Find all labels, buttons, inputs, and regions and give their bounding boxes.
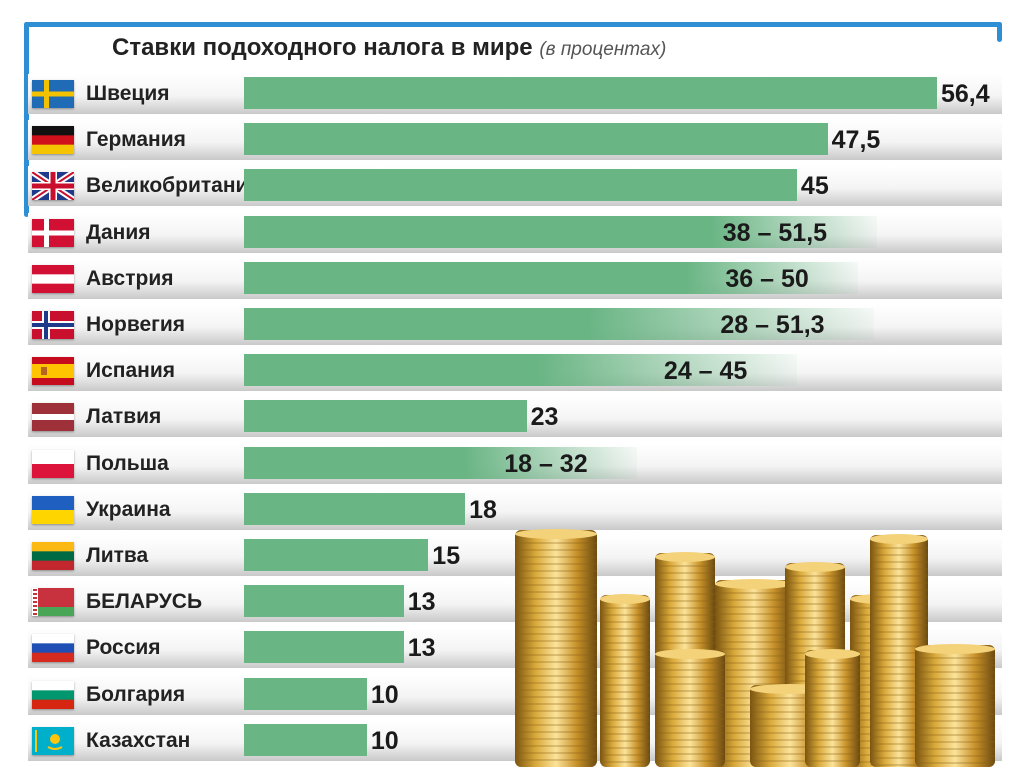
kazakhstan-flag-icon <box>32 726 74 755</box>
bar-германия <box>244 123 828 156</box>
belarus-flag-icon <box>32 588 74 617</box>
uk-flag-icon <box>32 172 74 201</box>
value-label: 10 <box>370 680 399 709</box>
country-label: Великобритания <box>86 174 261 198</box>
austria-flag-icon <box>32 264 74 293</box>
country-label: Россия <box>86 636 161 660</box>
value-label: 28 – 51,3 <box>720 311 825 339</box>
value-label: 47,5 <box>831 126 881 155</box>
gold-coins-image <box>515 529 995 767</box>
value-label: 24 – 45 <box>663 357 748 386</box>
value-label: 18 – 32 <box>504 449 588 478</box>
bar-range-дания <box>710 215 877 248</box>
coin-stack <box>655 650 725 767</box>
bar-range-испания <box>538 354 797 387</box>
poland-flag-icon <box>32 449 74 478</box>
value-label: 23 <box>530 403 559 432</box>
bar-швеция <box>244 77 937 109</box>
sweden-flag-icon <box>32 80 74 108</box>
ukraine-flag-icon <box>32 495 74 524</box>
chart-row: Великобритания 45 <box>28 166 1002 207</box>
chart-row: Дания 38 – 51,5 <box>28 212 1002 253</box>
coin-stack <box>915 645 995 767</box>
chart-row: Испания 24 – 45 <box>28 351 1002 392</box>
bar-range-польша <box>465 446 638 479</box>
denmark-flag-icon <box>32 218 74 247</box>
chart-row: Швеция 56,4 <box>28 74 1002 114</box>
slide-frame-left <box>24 22 29 217</box>
chart-title: Ставки подоходного налога в мире (в проц… <box>112 32 666 64</box>
bar-польша <box>244 446 466 479</box>
spain-flag-icon <box>32 357 74 386</box>
country-label: Норвегия <box>86 313 186 336</box>
country-label: БЕЛАРУСЬ <box>86 590 203 614</box>
value-label: 15 <box>432 542 461 570</box>
country-label: Латвия <box>86 405 162 429</box>
value-label: 13 <box>407 588 436 617</box>
bar-беларусь <box>244 585 404 618</box>
bar-норвегия <box>244 308 589 340</box>
bar-латвия <box>244 400 527 433</box>
country-label: Казахстан <box>86 728 191 752</box>
country-label: Литва <box>86 544 149 567</box>
value-label: 56,4 <box>941 80 990 108</box>
country-label: Болгария <box>86 682 186 706</box>
bar-range-австрия <box>686 261 859 294</box>
bar-литва <box>244 539 429 571</box>
coin-stack <box>805 650 860 767</box>
bar-великобритания <box>244 169 797 202</box>
bar-range-норвегия <box>588 308 875 340</box>
chart-row: Германия 47,5 <box>28 120 1002 161</box>
bar-казахстан <box>244 723 367 756</box>
bar-украина <box>244 492 466 525</box>
germany-flag-icon <box>32 126 74 155</box>
value-label: 13 <box>407 634 436 663</box>
bar-болгария <box>244 677 367 710</box>
country-label: Австрия <box>86 266 174 290</box>
country-label: Дания <box>86 220 151 244</box>
country-label: Швеция <box>86 82 170 105</box>
latvia-flag-icon <box>32 403 74 432</box>
value-label: 10 <box>370 726 399 755</box>
chart-row: Норвегия 28 – 51,3 <box>28 305 1002 345</box>
chart-title-text: Ставки подоходного налога в мире <box>112 34 533 61</box>
norway-flag-icon <box>32 311 74 339</box>
chart-row: Польша 18 – 32 <box>28 443 1002 484</box>
country-label: Германия <box>86 128 186 152</box>
value-label: 36 – 50 <box>725 264 809 293</box>
chart-row: Австрия 36 – 50 <box>28 258 1002 299</box>
chart-row: Украина 18 <box>28 489 1002 530</box>
chart-row: Латвия 23 <box>28 397 1002 438</box>
value-label: 45 <box>800 172 829 201</box>
bar-австрия <box>244 261 687 294</box>
country-label: Польша <box>86 451 169 475</box>
bar-россия <box>244 631 404 664</box>
chart-subtitle: (в процентах) <box>539 39 667 60</box>
lithuania-flag-icon <box>32 542 74 570</box>
bulgaria-flag-icon <box>32 680 74 709</box>
bar-дания <box>244 215 711 248</box>
slide-frame-top <box>24 22 1002 27</box>
russia-flag-icon <box>32 634 74 663</box>
country-label: Украина <box>86 497 171 521</box>
value-label: 38 – 51,5 <box>722 218 828 247</box>
bar-испания <box>244 354 539 387</box>
coin-stack <box>600 595 650 767</box>
slide-frame-right <box>997 22 1002 42</box>
value-label: 18 <box>469 495 497 524</box>
row-background <box>28 489 1002 530</box>
country-label: Испания <box>86 359 175 383</box>
